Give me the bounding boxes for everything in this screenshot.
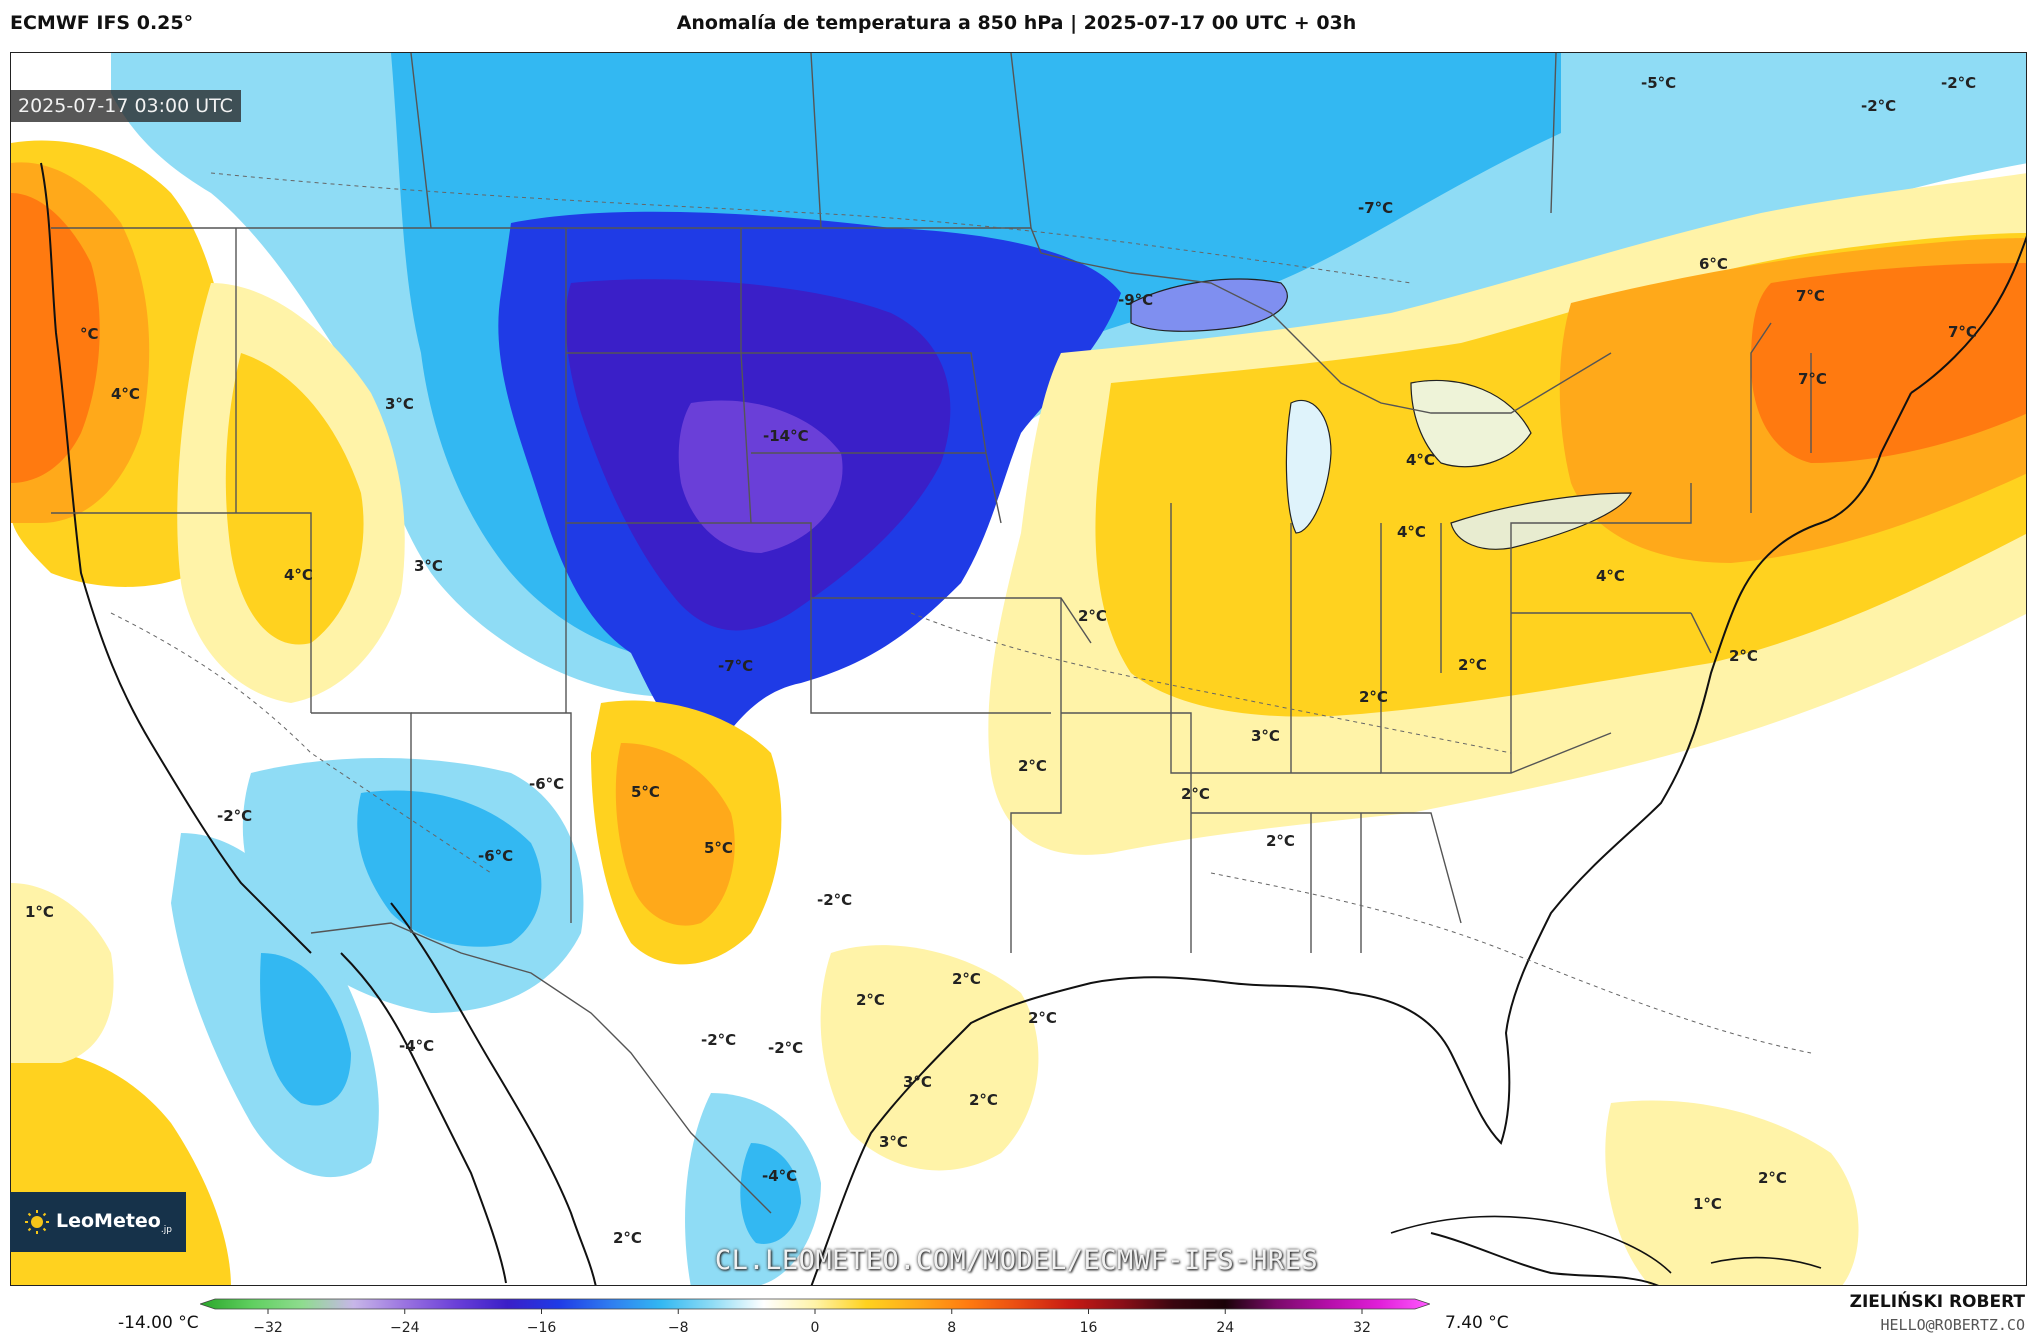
map-label: 2°C <box>1078 607 1107 625</box>
model-name: ECMWF IFS 0.25° <box>10 12 194 34</box>
sun-icon <box>25 1210 49 1234</box>
map-label: 3°C <box>903 1073 932 1091</box>
map-label: -6°C <box>529 775 564 793</box>
map-label: 2°C <box>969 1091 998 1109</box>
map-title: Anomalía de temperatura a 850 hPa | 2025… <box>676 12 1357 34</box>
map-label: 2°C <box>856 991 885 1009</box>
map-label: 2°C <box>1359 688 1388 706</box>
map-label: -4°C <box>762 1167 797 1185</box>
colorbar-tick-label: −8 <box>668 1320 689 1336</box>
colorbar-tick-label: 0 <box>811 1320 820 1336</box>
map-label: -14°C <box>763 427 809 445</box>
map-label: -5°C <box>1641 74 1676 92</box>
map-label: 2°C <box>1018 757 1047 775</box>
colorbar-min-label: -14.00 °C <box>118 1313 199 1333</box>
map-label: 2°C <box>1758 1169 1787 1187</box>
map-label: -2°C <box>1861 97 1896 115</box>
lake-superior <box>1130 278 1288 332</box>
map-label: 2°C <box>1266 832 1295 850</box>
map-label: 1°C <box>1693 1195 1722 1213</box>
map-label: -2°C <box>701 1031 736 1049</box>
map-label: 2°C <box>1181 785 1210 803</box>
map-label: 2°C <box>1729 647 1758 665</box>
colorbar-tick-label: 32 <box>1353 1320 1371 1336</box>
author-name: ZIELIŃSKI ROBERT <box>1849 1292 2025 1312</box>
map-label: 7°C <box>1796 287 1825 305</box>
map-label: 2°C <box>1028 1009 1057 1027</box>
map-label: 3°C <box>385 395 414 413</box>
colorbar-tick-label: −32 <box>253 1320 283 1336</box>
map-label: -7°C <box>718 657 753 675</box>
colorbar-tick-label: 24 <box>1216 1320 1234 1336</box>
map-label: -2°C <box>1941 74 1976 92</box>
map-label: 2°C <box>613 1229 642 1247</box>
map-label: 4°C <box>1596 567 1625 585</box>
map-label: -2°C <box>217 807 252 825</box>
colorbar-tick-label: 16 <box>1080 1320 1098 1336</box>
colorbar-tick-label: −16 <box>527 1320 557 1336</box>
map-canvas: -5°C -2°C -2°C -7°C -9°C 6°C 7°C 7°C -14… <box>11 53 2026 1285</box>
temperature-anomaly-map: -5°C -2°C -2°C -7°C -9°C 6°C 7°C 7°C -14… <box>10 52 2027 1286</box>
map-label: 3°C <box>1251 727 1280 745</box>
colorbar-gradient <box>200 1298 1430 1310</box>
map-label: 5°C <box>631 783 660 801</box>
map-label: °C <box>80 325 99 343</box>
colorbar-tick-label: 8 <box>947 1320 956 1336</box>
map-label: 5°C <box>704 839 733 857</box>
map-label: 4°C <box>1406 451 1435 469</box>
map-label: 7°C <box>1798 370 1827 388</box>
source-url-watermark: CL.LEOMETEO.COM/MODEL/ECMWF-IFS-HRES <box>714 1245 1319 1276</box>
map-label: -9°C <box>1118 291 1153 309</box>
author-email: HELLO@ROBERTZ.CO <box>1880 1316 2026 1334</box>
map-label: -2°C <box>817 891 852 909</box>
map-label: 2°C <box>952 970 981 988</box>
valid-time-badge: 2025-07-17 03:00 UTC <box>10 90 241 122</box>
map-label: -6°C <box>478 847 513 865</box>
map-label: 3°C <box>414 557 443 575</box>
colorbar-tick-label: −24 <box>390 1320 420 1336</box>
map-label: 4°C <box>1397 523 1426 541</box>
colorbar: −32 −24 −16 −8 0 8 16 24 32 <box>200 1298 1430 1336</box>
map-label: 4°C <box>111 385 140 403</box>
map-label: -7°C <box>1358 199 1393 217</box>
map-label: 1°C <box>25 903 54 921</box>
map-label: 2°C <box>1458 656 1487 674</box>
map-label: 3°C <box>879 1133 908 1151</box>
map-label: -2°C <box>768 1039 803 1057</box>
map-label: -4°C <box>399 1037 434 1055</box>
map-label: 6°C <box>1699 255 1728 273</box>
logo-text: LeoMeteo.jp <box>56 1209 172 1235</box>
colorbar-max-label: 7.40 °C <box>1445 1313 1509 1333</box>
logo[interactable]: LeoMeteo.jp <box>10 1192 186 1252</box>
map-label: 4°C <box>284 566 313 584</box>
map-label: 7°C <box>1948 323 1977 341</box>
